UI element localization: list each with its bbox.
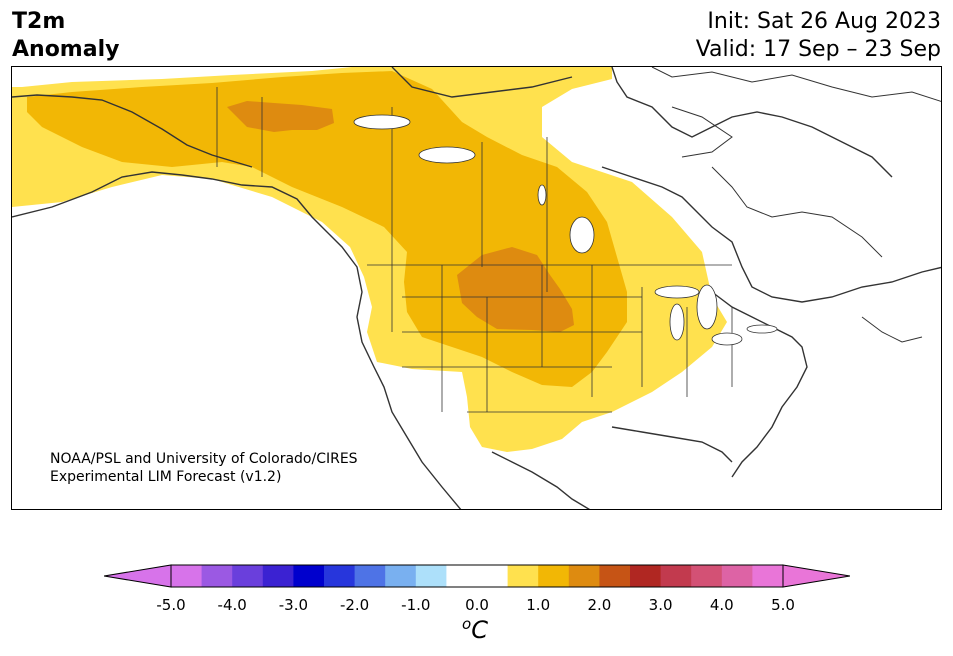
unit-superscript: o <box>462 615 472 633</box>
arctic-islands <box>651 67 941 343</box>
colorbar-bin <box>538 565 570 587</box>
anomaly-map <box>12 67 941 509</box>
colorbar-bin <box>354 565 386 587</box>
colorbar-bin <box>171 565 203 587</box>
colorbar-tick-label: -4.0 <box>217 596 247 614</box>
colorbar-tick-label: 5.0 <box>771 596 795 614</box>
colorbar-bin <box>293 565 325 587</box>
colorbar-tick-label: -3.0 <box>278 596 309 614</box>
init-date: Init: Sat 26 Aug 2023 <box>707 9 941 34</box>
colorbar-bin <box>201 565 233 587</box>
colorbar-bin <box>477 565 509 587</box>
colorbar-tick-label: 4.0 <box>709 596 734 614</box>
colorbar-unit-label: oC <box>462 615 488 644</box>
colorbar-bin <box>660 565 692 587</box>
unit-letter: C <box>471 616 488 644</box>
colorbar-tick-label: 0.0 <box>465 596 489 614</box>
colorbar-bin <box>630 565 662 587</box>
colorbar-bin <box>752 565 784 587</box>
colorbar-bin <box>721 565 753 587</box>
colorbar-bin <box>415 565 447 587</box>
colorbar-tick-label: 1.0 <box>526 596 551 614</box>
colorbar-bin <box>232 565 264 587</box>
colorbar-frame <box>170 564 784 588</box>
colorbar-bin <box>507 565 539 587</box>
credit-line-2: Experimental LIM Forecast (v1.2) <box>50 469 282 485</box>
colorbar-tick-label: 2.0 <box>587 596 612 614</box>
coastlines <box>12 67 941 509</box>
colorbar <box>104 564 850 588</box>
colorbar-tick-label: -2.0 <box>339 596 370 614</box>
lakes <box>353 114 778 346</box>
colorbar-under-arrow <box>104 564 172 588</box>
colorbar-bin <box>691 565 723 587</box>
anomaly-region-dark-orange-north <box>227 101 334 132</box>
map-title: T2m Anomaly <box>12 8 119 64</box>
map-panel: NOAA/PSL and University of Colorado/CIRE… <box>11 66 942 510</box>
political-borders <box>216 87 733 413</box>
colorbar-tick-label: -5.0 <box>156 596 186 614</box>
forecast-dates: Init: Sat 26 Aug 2023 Valid: 17 Sep – 23… <box>696 8 941 64</box>
colorbar-bin <box>568 565 600 587</box>
title-line-1: T2m <box>12 9 66 34</box>
colorbar-bin <box>446 565 478 587</box>
colorbar-bin <box>262 565 294 587</box>
colorbar-tick-label: -1.0 <box>401 596 431 614</box>
anomaly-region-dark-orange <box>457 247 574 332</box>
title-line-2: Anomaly <box>12 37 120 62</box>
colorbar-bin <box>599 565 631 587</box>
source-credit: NOAA/PSL and University of Colorado/CIRE… <box>50 450 358 486</box>
colorbar-bin <box>324 565 356 587</box>
colorbar-over-arrow <box>782 564 850 588</box>
valid-date: Valid: 17 Sep – 23 Sep <box>695 37 941 62</box>
colorbar-ticks: -5.0 -4.0 -3.0 -2.0 -1.0 0.0 1.0 2.0 3.0 4.0 5.0 <box>0 596 953 616</box>
colorbar-bin <box>385 565 417 587</box>
credit-line-1: NOAA/PSL and University of Colorado/CIRE… <box>50 451 358 467</box>
colorbar-tick-label: 3.0 <box>648 596 673 614</box>
